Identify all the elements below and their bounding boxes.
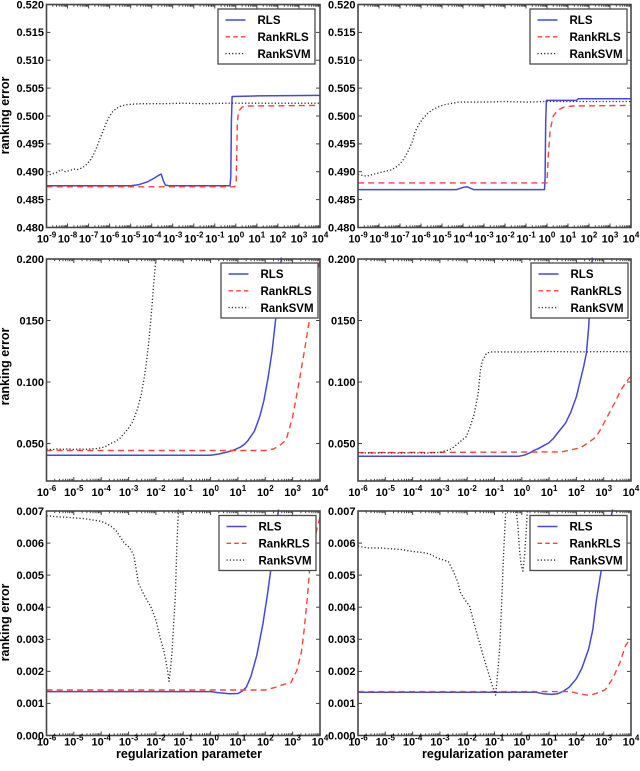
svg-text:RLS: RLS: [259, 522, 282, 534]
svg-text:RankRLS: RankRLS: [571, 286, 622, 298]
svg-text:0.007: 0.007: [16, 506, 44, 518]
svg-text:0.006: 0.006: [328, 538, 356, 550]
svg-text:0150: 0150: [331, 315, 355, 327]
svg-text:0.003: 0.003: [16, 634, 44, 646]
svg-text:0150: 0150: [20, 315, 44, 327]
svg-text:ranking error: ranking error: [0, 583, 12, 661]
svg-text:0.002: 0.002: [328, 666, 356, 678]
svg-text:0.002: 0.002: [16, 666, 44, 678]
svg-text:0.050: 0.050: [328, 438, 356, 450]
svg-text:0.505: 0.505: [328, 83, 356, 95]
svg-text:RankRLS: RankRLS: [570, 32, 621, 44]
svg-text:RankSVM: RankSVM: [570, 49, 623, 61]
svg-text:0.200: 0.200: [16, 254, 44, 266]
svg-text:0.005: 0.005: [328, 570, 356, 582]
svg-text:RankSVM: RankSVM: [571, 303, 624, 315]
svg-text:0.515: 0.515: [328, 27, 356, 39]
svg-text:0.520: 0.520: [16, 0, 44, 11]
svg-text:0.495: 0.495: [16, 139, 44, 151]
svg-text:0.004: 0.004: [328, 602, 356, 614]
svg-text:regularization parameter: regularization parameter: [116, 747, 262, 761]
svg-text:0.500: 0.500: [16, 111, 44, 123]
svg-text:0.006: 0.006: [16, 538, 44, 550]
svg-text:regularization parameter: regularization parameter: [422, 747, 568, 761]
svg-text:RankRLS: RankRLS: [258, 32, 309, 44]
svg-text:RankRLS: RankRLS: [570, 539, 621, 551]
svg-text:0.500: 0.500: [328, 111, 356, 123]
svg-text:0.505: 0.505: [16, 83, 44, 95]
svg-text:ranking error: ranking error: [0, 76, 12, 154]
svg-text:0.480: 0.480: [328, 222, 356, 234]
svg-text:RLS: RLS: [570, 522, 593, 534]
svg-text:RankSVM: RankSVM: [258, 49, 311, 61]
svg-text:RankSVM: RankSVM: [259, 555, 312, 567]
svg-text:RankSVM: RankSVM: [570, 555, 623, 567]
svg-text:RLS: RLS: [261, 269, 284, 281]
svg-text:RLS: RLS: [571, 269, 594, 281]
svg-text:0.000: 0.000: [16, 730, 44, 742]
svg-text:RankSVM: RankSVM: [261, 303, 314, 315]
svg-text:0.490: 0.490: [328, 167, 356, 179]
svg-text:0.001: 0.001: [328, 698, 356, 710]
svg-text:0.200: 0.200: [328, 254, 356, 266]
svg-text:0.495: 0.495: [328, 139, 356, 151]
svg-text:0.510: 0.510: [16, 55, 44, 67]
svg-text:0.520: 0.520: [328, 0, 356, 11]
svg-text:0.007: 0.007: [328, 506, 356, 518]
svg-text:RLS: RLS: [570, 15, 593, 27]
svg-text:0.003: 0.003: [328, 634, 356, 646]
svg-text:0.001: 0.001: [16, 698, 44, 710]
svg-text:0.485: 0.485: [328, 194, 356, 206]
svg-text:0.480: 0.480: [16, 222, 44, 234]
svg-text:0.000: 0.000: [328, 730, 356, 742]
svg-text:0.005: 0.005: [16, 570, 44, 582]
svg-text:0.510: 0.510: [328, 55, 356, 67]
svg-text:RankRLS: RankRLS: [261, 286, 312, 298]
svg-text:0.050: 0.050: [16, 438, 44, 450]
svg-text:0.100: 0.100: [16, 377, 44, 389]
svg-text:0.515: 0.515: [16, 27, 44, 39]
svg-text:RankRLS: RankRLS: [259, 539, 310, 551]
svg-text:0.490: 0.490: [16, 167, 44, 179]
svg-text:ranking error: ranking error: [0, 327, 12, 405]
svg-text:RLS: RLS: [258, 15, 281, 27]
svg-text:0.100: 0.100: [328, 377, 356, 389]
svg-text:0.485: 0.485: [16, 194, 44, 206]
svg-text:0.004: 0.004: [16, 602, 44, 614]
